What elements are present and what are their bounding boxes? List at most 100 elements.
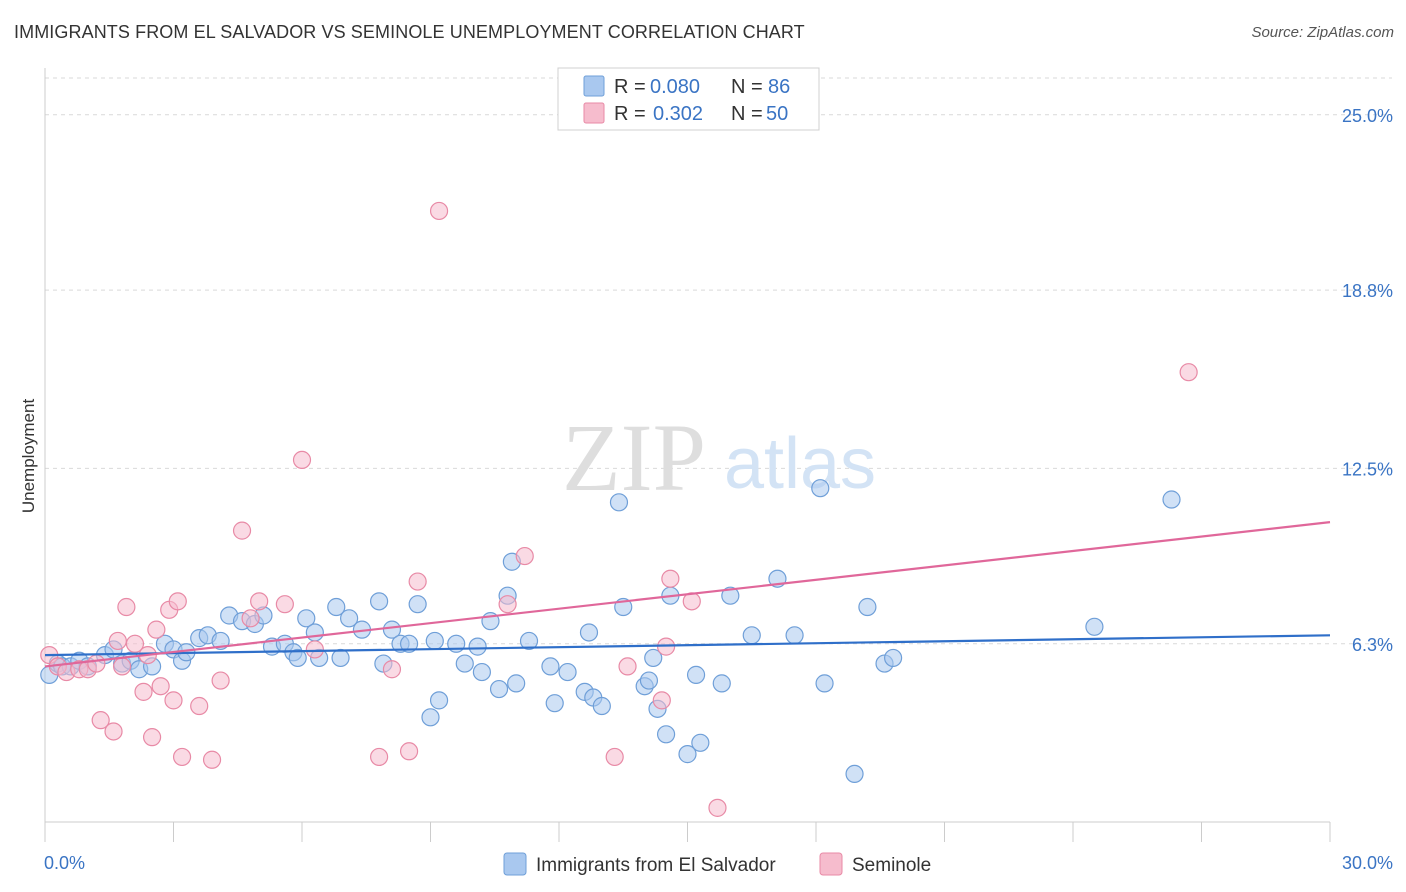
data-point-blue xyxy=(421,708,440,727)
watermark: ZIP atlas xyxy=(562,404,876,511)
data-point-pink xyxy=(125,634,145,653)
data-point-blue xyxy=(519,631,539,651)
data-point-blue xyxy=(370,592,389,611)
data-point-blue xyxy=(785,626,804,645)
data-point-blue xyxy=(691,733,710,752)
data-point-blue xyxy=(811,479,830,498)
data-point-pink xyxy=(305,640,324,659)
data-point-blue xyxy=(712,674,731,693)
y-tick-label: 12.5% xyxy=(1342,459,1393,479)
legend-n-label-blue: N = xyxy=(731,76,763,98)
grid-lines xyxy=(45,77,1392,645)
data-point-blue xyxy=(288,648,307,668)
data-point-pink xyxy=(108,631,127,651)
data-point-blue xyxy=(686,665,706,684)
data-point-blue xyxy=(489,679,509,699)
data-point-pink xyxy=(164,691,183,710)
data-point-pink xyxy=(292,450,312,470)
trend-lines xyxy=(44,521,1331,668)
data-point-pink xyxy=(190,696,209,716)
data-point-blue xyxy=(656,725,676,744)
source-label: Source: ZipAtlas.com xyxy=(1251,24,1394,41)
trend-line-pink xyxy=(44,521,1331,668)
y-axis-label: Unemployment xyxy=(19,399,38,514)
legend-r-label-pink: R = xyxy=(614,103,646,125)
data-points xyxy=(40,201,1198,817)
bottom-legend-label-blue: Immigrants from El Salvador xyxy=(536,855,776,876)
data-point-blue xyxy=(815,674,834,693)
data-point-blue xyxy=(858,597,877,617)
data-point-pink xyxy=(172,747,192,767)
data-point-pink xyxy=(1179,363,1198,382)
bottom-legend-swatch-blue xyxy=(503,852,527,876)
data-point-pink xyxy=(87,654,106,673)
bottom-legend: Immigrants from El Salvador Seminole xyxy=(503,852,931,876)
data-point-blue xyxy=(297,609,316,628)
bottom-legend-swatch-pink xyxy=(819,852,843,876)
data-point-pink xyxy=(232,521,252,540)
data-point-pink xyxy=(618,657,637,676)
data-point-blue xyxy=(408,595,427,614)
stats-legend: R = 0.080 N = 86 R = 0.302 N = 50 xyxy=(557,67,820,131)
data-point-pink xyxy=(241,609,260,628)
data-point-blue xyxy=(340,609,359,628)
data-point-blue xyxy=(468,637,487,656)
watermark-atlas: atlas xyxy=(724,424,876,504)
data-point-blue xyxy=(425,631,444,651)
data-point-pink xyxy=(382,660,402,679)
data-point-pink xyxy=(104,722,123,741)
data-point-pink xyxy=(498,595,517,614)
data-point-pink xyxy=(142,728,162,747)
data-point-pink xyxy=(134,682,153,701)
data-point-pink xyxy=(275,595,294,614)
data-point-blue xyxy=(883,648,903,668)
data-point-blue xyxy=(327,597,346,617)
data-point-pink xyxy=(399,742,419,761)
data-point-blue xyxy=(472,662,491,682)
chart-title: IMMIGRANTS FROM EL SALVADOR VS SEMINOLE … xyxy=(14,22,805,42)
data-point-pink xyxy=(168,592,187,611)
data-point-blue xyxy=(1085,617,1104,636)
data-point-blue xyxy=(639,671,659,690)
data-point-blue xyxy=(609,493,629,512)
legend-n-label-pink: N = xyxy=(731,103,763,125)
data-point-blue xyxy=(558,662,577,682)
data-point-blue xyxy=(382,620,402,639)
legend-n-value-blue: 86 xyxy=(768,76,790,98)
data-point-blue xyxy=(1162,490,1181,509)
data-point-pink xyxy=(515,546,534,566)
data-point-blue xyxy=(541,657,560,676)
data-point-blue xyxy=(331,648,350,668)
trend-line-blue xyxy=(44,634,1331,657)
data-point-blue xyxy=(845,764,864,784)
legend-n-value-pink: 50 xyxy=(766,103,788,125)
data-point-blue xyxy=(742,626,761,645)
data-point-blue xyxy=(721,586,740,605)
data-point-pink xyxy=(708,798,727,817)
legend-swatch-pink xyxy=(583,102,605,124)
bottom-legend-label-pink: Seminole xyxy=(852,855,931,876)
data-point-pink xyxy=(408,572,427,591)
data-point-pink xyxy=(661,569,680,588)
data-point-blue xyxy=(507,674,526,693)
data-point-blue xyxy=(545,694,564,713)
x-tick-label-start: 0.0% xyxy=(44,853,85,873)
data-point-pink xyxy=(211,671,230,690)
data-point-blue xyxy=(592,696,611,716)
data-point-pink xyxy=(112,657,132,676)
data-point-pink xyxy=(91,711,110,730)
data-point-blue xyxy=(579,623,599,642)
data-point-pink xyxy=(202,750,222,769)
x-tick-label-end: 30.0% xyxy=(1342,853,1393,873)
data-point-blue xyxy=(429,691,449,710)
data-point-blue xyxy=(678,745,697,764)
data-point-pink xyxy=(250,592,269,611)
data-point-pink xyxy=(370,747,389,767)
data-point-pink xyxy=(151,677,170,696)
legend-r-label-blue: R = xyxy=(614,76,646,98)
data-point-blue xyxy=(305,623,324,642)
data-point-pink xyxy=(429,201,449,221)
data-point-pink xyxy=(117,597,136,617)
y-tick-label: 6.3% xyxy=(1352,635,1393,655)
